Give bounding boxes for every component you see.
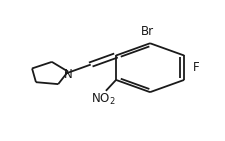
Text: N: N (64, 68, 73, 81)
Text: NO$_2$: NO$_2$ (91, 92, 115, 107)
Text: F: F (192, 61, 199, 74)
Text: Br: Br (141, 25, 154, 38)
